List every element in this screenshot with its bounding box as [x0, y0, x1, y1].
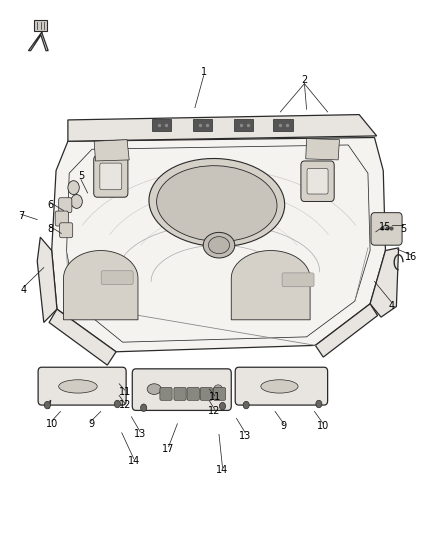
Ellipse shape [157, 166, 277, 241]
Polygon shape [64, 251, 138, 320]
FancyBboxPatch shape [282, 273, 314, 287]
Text: 10: 10 [317, 422, 329, 431]
Ellipse shape [59, 379, 97, 393]
Circle shape [71, 195, 82, 208]
Circle shape [141, 404, 147, 411]
FancyBboxPatch shape [101, 271, 133, 285]
Text: 17: 17 [162, 444, 175, 454]
Text: 1: 1 [201, 67, 207, 77]
Ellipse shape [203, 232, 235, 258]
Polygon shape [231, 251, 310, 320]
Polygon shape [67, 145, 370, 342]
Text: 5: 5 [400, 224, 406, 234]
Ellipse shape [147, 384, 161, 394]
FancyBboxPatch shape [200, 387, 212, 400]
FancyBboxPatch shape [213, 387, 226, 400]
FancyBboxPatch shape [60, 223, 73, 238]
Text: 8: 8 [47, 224, 53, 234]
Text: 15: 15 [379, 222, 392, 231]
Ellipse shape [208, 237, 230, 254]
Text: 5: 5 [78, 171, 84, 181]
Circle shape [219, 402, 226, 410]
Polygon shape [370, 248, 399, 317]
Ellipse shape [261, 379, 298, 393]
Polygon shape [37, 237, 57, 322]
FancyBboxPatch shape [174, 387, 186, 400]
Text: 14: 14 [127, 456, 140, 466]
Text: 6: 6 [47, 200, 53, 210]
Text: 9: 9 [281, 422, 287, 431]
Text: 14: 14 [216, 465, 229, 475]
Text: 4: 4 [21, 286, 27, 295]
Polygon shape [306, 139, 339, 160]
FancyBboxPatch shape [160, 387, 172, 400]
Polygon shape [52, 138, 385, 352]
Polygon shape [68, 115, 377, 141]
Text: 16: 16 [405, 252, 417, 262]
Polygon shape [315, 304, 378, 357]
Text: 9: 9 [88, 419, 94, 429]
Text: 11: 11 [119, 387, 131, 397]
Text: 11: 11 [208, 392, 221, 402]
Circle shape [316, 400, 322, 408]
Polygon shape [28, 29, 48, 51]
Text: 7: 7 [18, 211, 24, 221]
FancyBboxPatch shape [187, 387, 199, 400]
FancyBboxPatch shape [38, 367, 126, 405]
FancyBboxPatch shape [94, 156, 128, 197]
Circle shape [68, 181, 79, 195]
Polygon shape [94, 140, 129, 161]
Text: 10: 10 [46, 419, 58, 429]
FancyBboxPatch shape [307, 168, 328, 194]
FancyBboxPatch shape [34, 20, 47, 31]
Polygon shape [49, 309, 116, 365]
FancyBboxPatch shape [132, 369, 231, 410]
Circle shape [243, 401, 249, 409]
FancyBboxPatch shape [301, 161, 334, 201]
FancyBboxPatch shape [235, 367, 328, 405]
Circle shape [114, 400, 120, 408]
Text: 12: 12 [208, 407, 221, 416]
Ellipse shape [214, 385, 223, 393]
Text: 13: 13 [134, 430, 146, 439]
FancyBboxPatch shape [55, 211, 68, 226]
Ellipse shape [149, 158, 285, 247]
FancyBboxPatch shape [273, 119, 293, 131]
FancyBboxPatch shape [193, 119, 212, 131]
FancyBboxPatch shape [234, 119, 253, 131]
FancyBboxPatch shape [59, 198, 72, 213]
Circle shape [44, 401, 50, 409]
Text: 13: 13 [239, 431, 251, 441]
Text: 2: 2 [301, 75, 307, 85]
Text: 12: 12 [119, 400, 131, 410]
FancyBboxPatch shape [100, 163, 122, 190]
FancyBboxPatch shape [371, 213, 402, 245]
Text: 4: 4 [389, 302, 395, 311]
FancyBboxPatch shape [152, 119, 171, 131]
